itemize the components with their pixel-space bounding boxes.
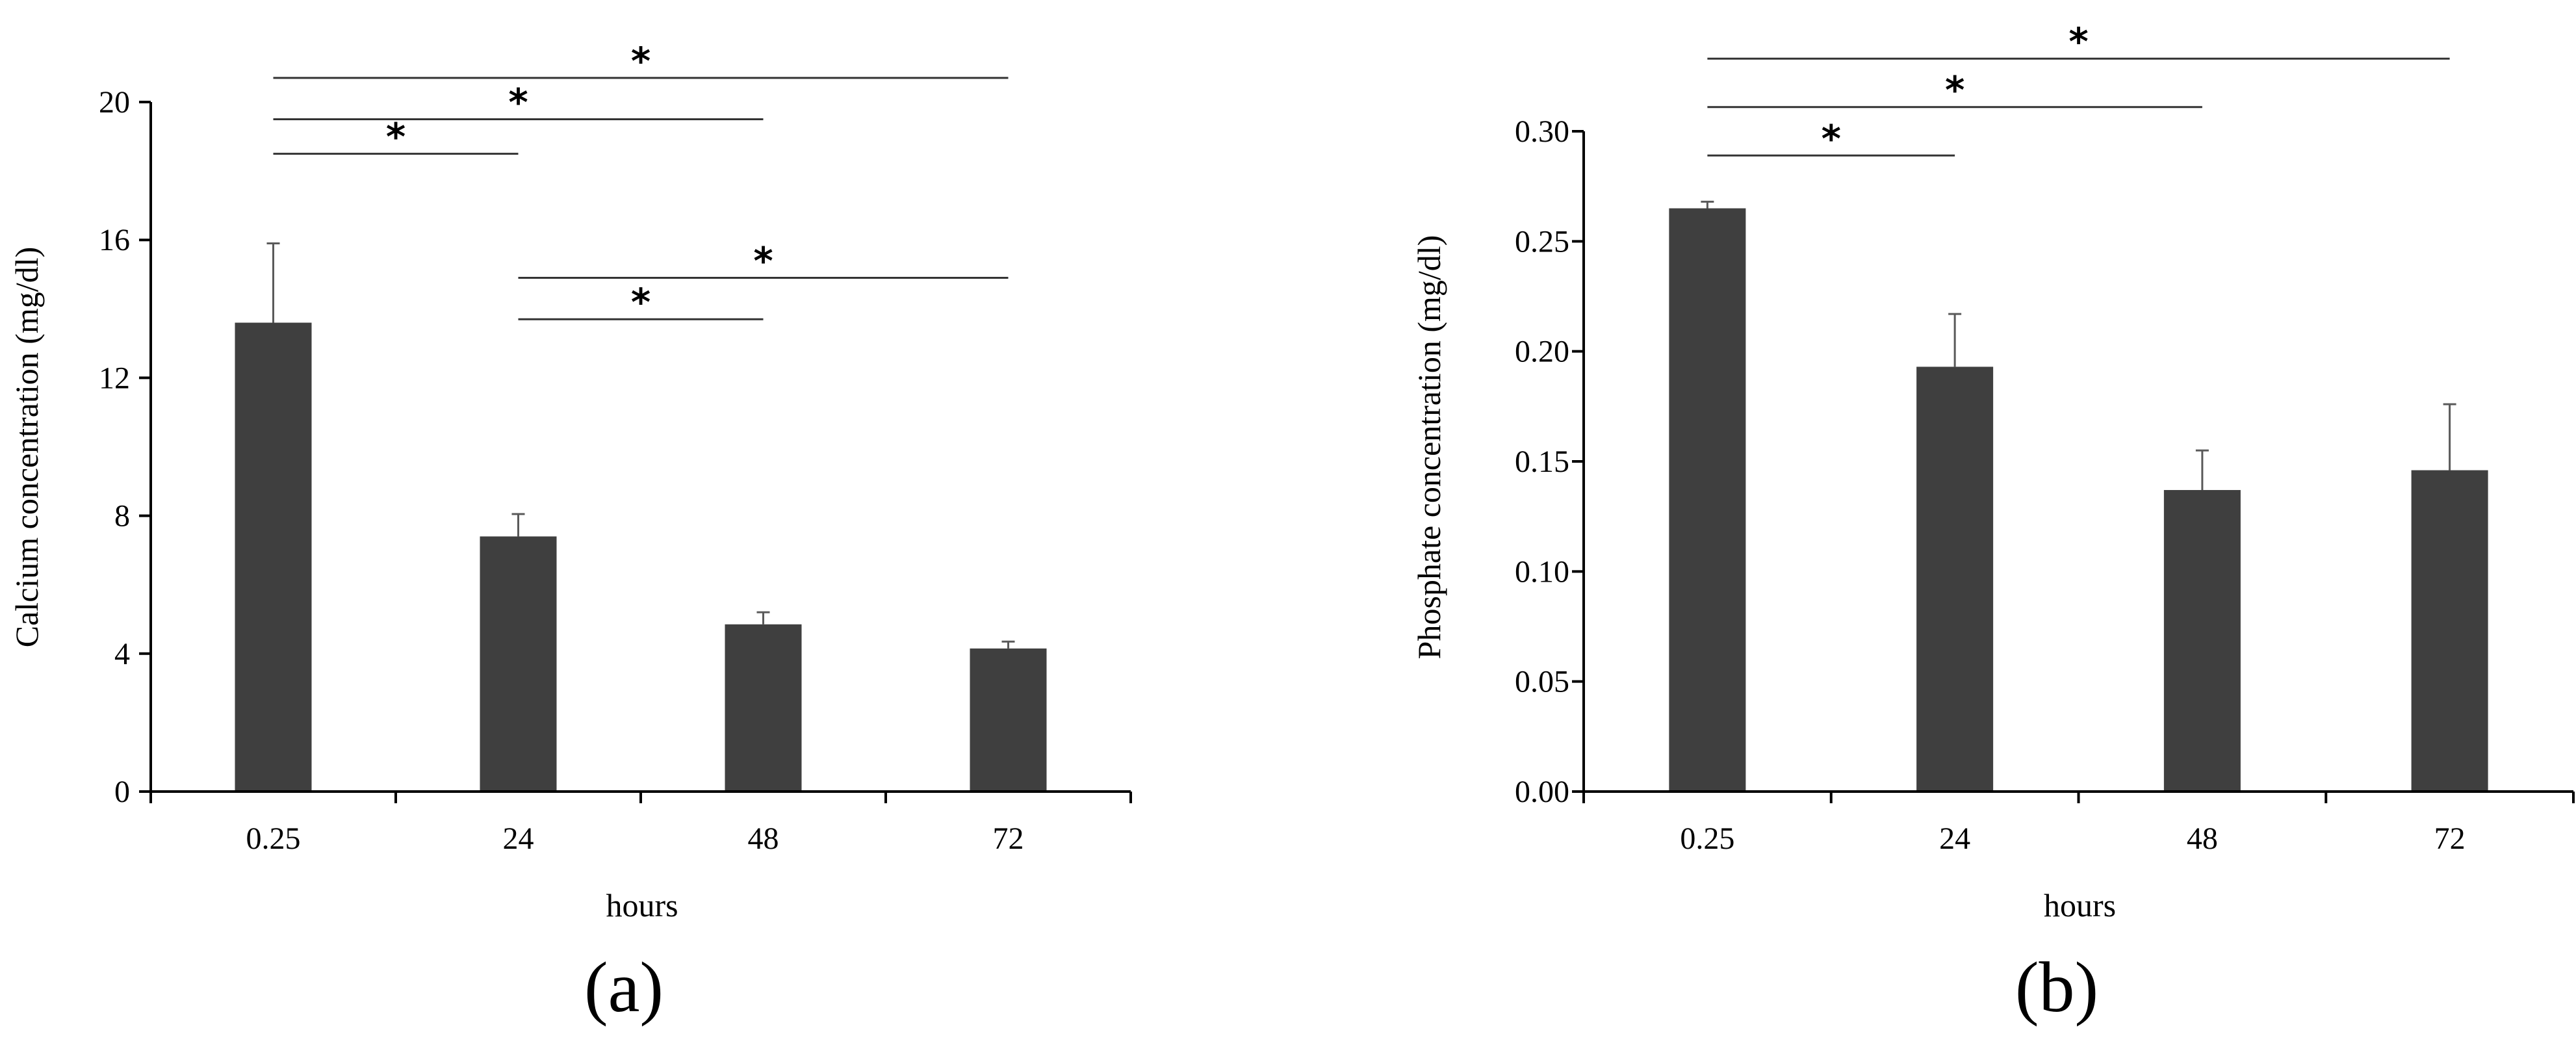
bar-24 (480, 536, 557, 792)
y-tick-label: 0.00 (1515, 775, 1569, 809)
panel-label: (b) (2015, 948, 2098, 1027)
significance-star: * (1822, 116, 1841, 161)
y-tick-label: 0.20 (1515, 335, 1569, 369)
x-tick-label: 72 (993, 821, 1024, 856)
significance-star: * (631, 39, 650, 83)
x-tick-label: 72 (2434, 821, 2466, 856)
bar-48 (725, 624, 802, 792)
x-axis-title: hours (2044, 887, 2116, 923)
x-tick-label: 0.25 (1680, 821, 1734, 856)
y-tick-label: 0.25 (1515, 224, 1569, 259)
bar-72 (2411, 470, 2488, 792)
bar-0.25 (235, 322, 312, 792)
panel-label: (a) (584, 948, 663, 1027)
significance-star: * (1945, 68, 1964, 112)
y-tick-label: 0.15 (1515, 445, 1569, 479)
bar-24 (1916, 367, 1994, 792)
x-tick-label: 24 (503, 821, 534, 856)
y-tick-label: 0 (114, 775, 130, 809)
significance-star: * (508, 81, 528, 125)
y-tick-label: 0.30 (1515, 114, 1569, 149)
significance-star: * (631, 280, 650, 324)
y-tick-label: 4 (114, 637, 130, 671)
x-tick-label: 0.25 (246, 821, 301, 856)
y-tick-label: 12 (99, 361, 130, 395)
x-tick-label: 48 (2187, 821, 2218, 856)
y-tick-label: 8 (114, 499, 130, 534)
bar-72 (970, 648, 1047, 792)
chart-panel-2: 0.00 0.05 0.10 0.15 0.20 0.25 0.30 0.25 24 48 72 ho… (1411, 19, 2575, 1027)
y-axis-title: Calcium concentration (mg/dl) (8, 247, 45, 647)
significance-star: * (753, 239, 773, 283)
y-tick-label: 0.10 (1515, 554, 1569, 589)
y-tick-label: 16 (99, 223, 130, 257)
bar-0.25 (1669, 208, 1746, 792)
y-tick-label: 0.05 (1515, 665, 1569, 699)
x-axis-title: hours (606, 887, 678, 923)
x-tick-label: 48 (748, 821, 779, 856)
significance-star: * (2068, 19, 2088, 64)
significance-star: * (386, 115, 406, 159)
y-tick-label: 20 (99, 85, 130, 120)
x-tick-label: 24 (1939, 821, 1970, 856)
bar-48 (2163, 490, 2241, 792)
y-axis-title: Phosphate concentration (mg/dl) (1411, 235, 1447, 660)
